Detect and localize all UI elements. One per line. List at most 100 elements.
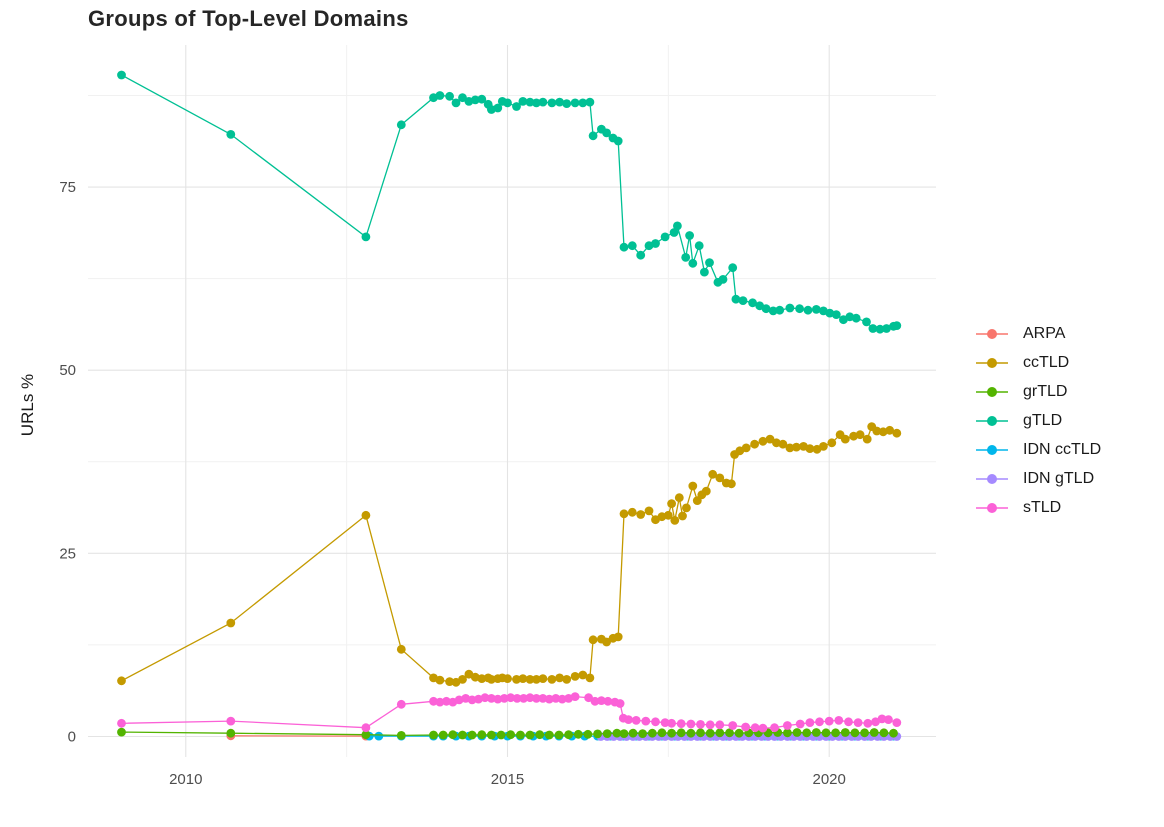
data-point-gtld: [862, 317, 871, 327]
data-point-stld: [750, 723, 760, 733]
legend-dot: [987, 386, 997, 397]
y-tick-label: 50: [59, 362, 76, 379]
data-point-cctld: [518, 674, 528, 683]
data-point-gtld: [761, 304, 771, 314]
legend-dot: [987, 328, 997, 339]
series-line-gtld: [121, 74, 897, 330]
legend-item-idn-gtld: IDN gTLD: [974, 464, 1101, 493]
data-point-cctld: [445, 677, 454, 686]
data-point-grtld: [628, 728, 638, 738]
data-point-gtld: [768, 306, 778, 316]
data-point-grtld: [879, 728, 889, 738]
legend: ARPA ccTLD grTLD gTLD IDN ccTLD IDN gTLD sTLD: [974, 319, 1101, 522]
data-point-stld: [686, 719, 696, 729]
data-point-cctld: [547, 675, 557, 684]
legend-key-icon: [976, 357, 1008, 368]
data-point-stld: [834, 716, 844, 725]
data-point-gtld: [538, 97, 548, 107]
data-point-grtld: [396, 731, 406, 740]
legend-dot: [987, 444, 997, 455]
data-point-stld: [519, 694, 528, 703]
data-point-stld: [715, 720, 725, 730]
data-point-cctld: [636, 510, 646, 519]
data-point-stld: [641, 716, 651, 726]
data-point-cctld: [682, 503, 691, 513]
legend-label: IDN ccTLD: [1023, 440, 1102, 458]
legend-key-icon: [976, 386, 1008, 397]
data-point-stld: [435, 697, 445, 707]
legend-key-icon: [976, 328, 1008, 339]
data-point-cctld: [715, 473, 725, 483]
data-point-cctld: [585, 673, 595, 683]
data-point-gtld: [547, 98, 557, 108]
data-point-stld: [705, 720, 715, 730]
data-point-cctld: [578, 670, 588, 680]
data-point-stld: [506, 693, 516, 703]
legend-label: ccTLD: [1023, 353, 1070, 371]
data-point-gtld: [803, 305, 813, 315]
data-point-stld: [651, 717, 660, 727]
data-point-stld: [815, 717, 824, 727]
data-point-grtld: [506, 730, 516, 740]
data-point-gtld: [728, 263, 738, 273]
legend-item-gtld: gTLD: [974, 406, 1101, 435]
data-point-grtld: [593, 729, 602, 739]
data-point-grtld: [564, 730, 573, 740]
data-point-gtld: [688, 258, 698, 268]
data-point-cctld: [619, 509, 629, 519]
data-point-grtld: [889, 728, 898, 738]
legend-label: grTLD: [1023, 382, 1068, 400]
data-point-stld: [660, 718, 670, 727]
data-point-stld: [884, 715, 893, 724]
data-point-stld: [480, 693, 490, 703]
legend-item-arpa: ARPA: [974, 319, 1101, 348]
data-point-cctld: [727, 479, 736, 489]
data-point-stld: [741, 722, 750, 732]
data-point-stld: [551, 694, 561, 703]
x-tick-label: 2010: [169, 771, 202, 788]
data-point-stld: [603, 696, 613, 706]
data-point-gtld: [117, 70, 126, 80]
data-point-cctld: [885, 425, 895, 435]
data-point-grtld: [544, 730, 554, 740]
data-point-cctld: [840, 434, 850, 444]
data-point-gtld: [555, 97, 564, 107]
data-point-cctld: [562, 675, 572, 684]
data-point-grtld: [361, 730, 371, 740]
data-point-grtld: [734, 728, 744, 738]
data-point-stld: [877, 714, 887, 724]
x-tick-label: 2015: [491, 771, 524, 788]
data-point-cctld: [855, 430, 865, 440]
data-point-gtld: [470, 95, 480, 105]
data-point-cctld: [785, 443, 795, 453]
data-point-cctld: [588, 635, 598, 645]
data-point-stld: [570, 692, 580, 701]
legend-key-icon: [976, 415, 1008, 426]
data-point-grtld: [458, 730, 467, 740]
data-point-gtld: [875, 324, 885, 334]
data-point-cctld: [570, 672, 580, 681]
data-point-stld: [795, 719, 805, 729]
data-point-grtld: [676, 728, 686, 738]
data-point-grtld: [860, 728, 869, 738]
data-point-cctld: [670, 516, 680, 525]
data-point-stld: [863, 718, 873, 728]
data-point-gtld: [882, 324, 891, 333]
data-point-gtld: [700, 267, 709, 277]
data-point-stld: [361, 723, 371, 733]
data-point-gtld: [226, 130, 236, 139]
data-point-grtld: [850, 728, 860, 738]
data-point-gtld: [651, 239, 660, 248]
data-point-cctld: [487, 675, 496, 684]
data-point-stld: [676, 719, 686, 729]
data-point-cctld: [663, 510, 673, 520]
data-point-gtld: [503, 98, 512, 108]
data-point-cctld: [361, 510, 371, 520]
data-point-stld: [226, 716, 236, 726]
data-point-grtld: [535, 730, 545, 740]
legend-item-idn-cctld: IDN ccTLD: [974, 435, 1101, 464]
data-point-cctld: [435, 675, 445, 685]
data-point-grtld: [496, 730, 506, 740]
data-point-gtld: [445, 91, 454, 101]
